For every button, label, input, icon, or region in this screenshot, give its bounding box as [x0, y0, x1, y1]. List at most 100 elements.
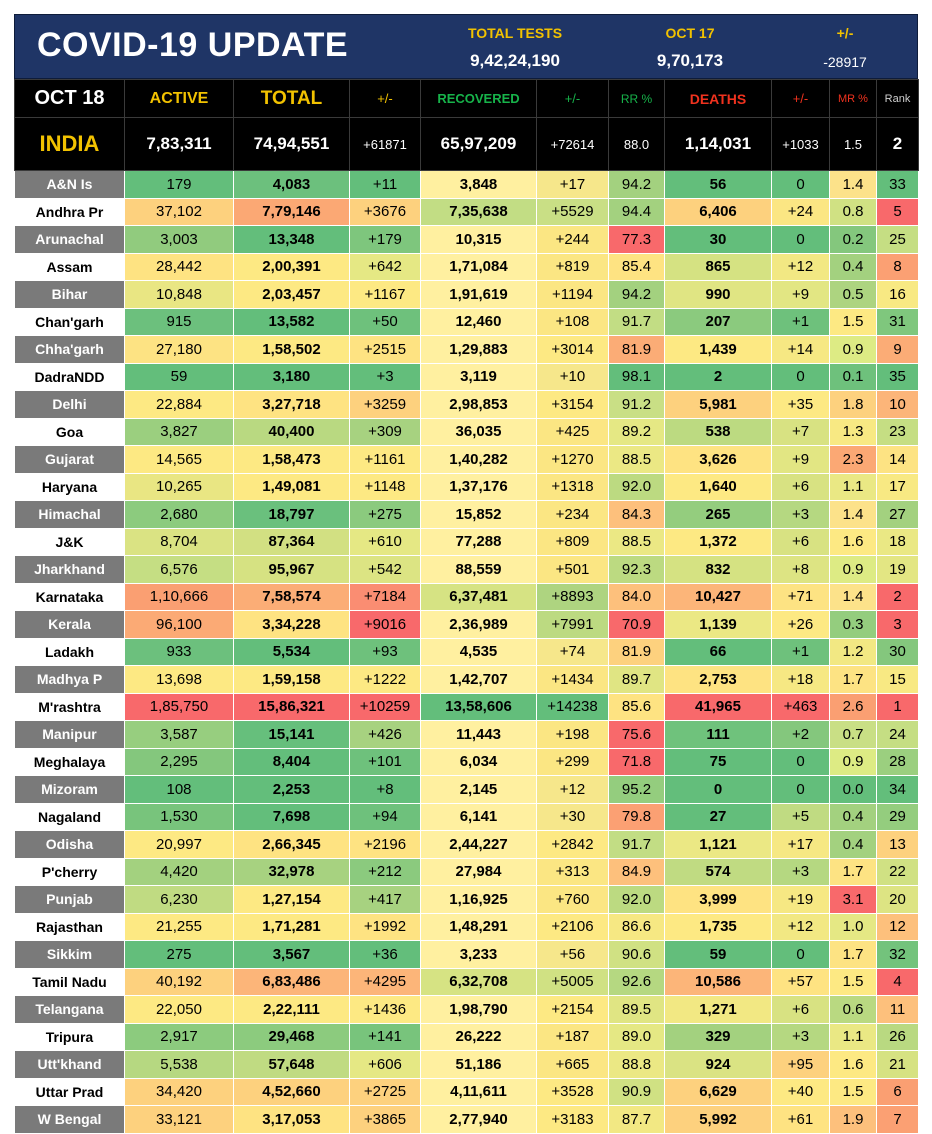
active-cell: 27,180 — [124, 335, 234, 364]
recovered-header: RECOVERED — [420, 79, 537, 118]
table-row: Manipur 3,587 15,141 +426 11,443 +198 75.6 111 +… — [14, 720, 919, 749]
rank-cell: 6 — [876, 1077, 919, 1106]
table-row: Bihar 10,848 2,03,457 +1167 1,91,619 +1194 94.… — [14, 280, 919, 309]
india-name: INDIA — [14, 117, 125, 171]
state-name: Delhi — [14, 390, 125, 419]
daily-tests-label: OCT 17 — [665, 25, 715, 41]
recovered-cell: 2,36,989 — [420, 610, 537, 639]
rank-cell: 18 — [876, 527, 919, 556]
active-cell: 915 — [124, 307, 234, 336]
recovered-delta-cell: +5529 — [536, 197, 609, 226]
rr-cell: 85.4 — [608, 252, 665, 281]
mr-cell: 1.3 — [829, 417, 877, 446]
table-row: Delhi 22,884 3,27,718 +3259 2,98,853 +3154 91.… — [14, 390, 919, 419]
india-recovered-delta: +72614 — [536, 117, 609, 171]
total-delta-cell: +10259 — [349, 692, 421, 721]
total-delta-cell: +3676 — [349, 197, 421, 226]
active-cell: 4,420 — [124, 857, 234, 886]
deaths-cell: 1,139 — [664, 610, 772, 639]
mr-cell: 0.1 — [829, 362, 877, 391]
recovered-cell: 26,222 — [420, 1022, 537, 1051]
total-delta-cell: +417 — [349, 885, 421, 914]
recovered-delta-cell: +5005 — [536, 967, 609, 996]
recovered-delta-cell: +74 — [536, 637, 609, 666]
state-name: M'rashtra — [14, 692, 125, 721]
rank-cell: 1 — [876, 692, 919, 721]
total-cell: 3,17,053 — [233, 1105, 350, 1134]
deaths-delta-cell: +1 — [771, 307, 830, 336]
total-delta-cell: +542 — [349, 555, 421, 584]
state-name: Himachal — [14, 500, 125, 529]
total-cell: 15,141 — [233, 720, 350, 749]
state-name: Haryana — [14, 472, 125, 501]
recovered-delta-cell: +299 — [536, 747, 609, 776]
total-cell: 15,86,321 — [233, 692, 350, 721]
mr-cell: 1.5 — [829, 967, 877, 996]
total-delta-cell: +212 — [349, 857, 421, 886]
recovered-cell: 1,91,619 — [420, 280, 537, 309]
table-row: Goa 3,827 40,400 +309 36,035 +425 89.2 538 +7 1.3… — [14, 417, 919, 446]
total-delta-cell: +642 — [349, 252, 421, 281]
recovered-cell: 51,186 — [420, 1050, 537, 1079]
recovered-cell: 2,44,227 — [420, 830, 537, 859]
tests-delta-label: +/- — [836, 25, 854, 41]
recovered-delta-cell: +3154 — [536, 390, 609, 419]
recovered-delta-cell: +3528 — [536, 1077, 609, 1106]
deaths-cell: 990 — [664, 280, 772, 309]
state-name: Telangana — [14, 995, 125, 1024]
total-cell: 18,797 — [233, 500, 350, 529]
recovered-cell: 2,98,853 — [420, 390, 537, 419]
rr-cell: 87.7 — [608, 1105, 665, 1134]
active-cell: 1,85,750 — [124, 692, 234, 721]
rank-cell: 17 — [876, 472, 919, 501]
table-row: Chan'garh 915 13,582 +50 12,460 +108 91.7 207 +1… — [14, 307, 919, 336]
rank-cell: 7 — [876, 1105, 919, 1134]
state-name: Gujarat — [14, 445, 125, 474]
rank-cell: 9 — [876, 335, 919, 364]
recovered-cell: 1,98,790 — [420, 995, 537, 1024]
recovered-cell: 1,37,176 — [420, 472, 537, 501]
recovered-delta-cell: +12 — [536, 775, 609, 804]
mr-cell: 1.6 — [829, 527, 877, 556]
recovered-delta-cell: +1270 — [536, 445, 609, 474]
recovered-delta-cell: +313 — [536, 857, 609, 886]
active-cell: 933 — [124, 637, 234, 666]
deaths-delta-cell: +8 — [771, 555, 830, 584]
recovered-delta-cell: +1318 — [536, 472, 609, 501]
deaths-delta-cell: +12 — [771, 912, 830, 941]
rank-cell: 10 — [876, 390, 919, 419]
recovered-delta-cell: +30 — [536, 802, 609, 831]
table-row: Tamil Nadu 40,192 6,83,486 +4295 6,32,708 +50… — [14, 967, 919, 996]
state-name: Bihar — [14, 280, 125, 309]
rr-cell: 85.6 — [608, 692, 665, 721]
active-cell: 8,704 — [124, 527, 234, 556]
deaths-delta-cell: +6 — [771, 472, 830, 501]
mr-cell: 1.5 — [829, 1077, 877, 1106]
mr-header: MR % — [829, 79, 877, 118]
total-cell: 4,52,660 — [233, 1077, 350, 1106]
rank-cell: 30 — [876, 637, 919, 666]
recovered-cell: 6,37,481 — [420, 582, 537, 611]
rr-cell: 81.9 — [608, 335, 665, 364]
active-cell: 96,100 — [124, 610, 234, 639]
deaths-delta-cell: +3 — [771, 1022, 830, 1051]
recovered-cell: 1,71,084 — [420, 252, 537, 281]
rr-cell: 89.2 — [608, 417, 665, 446]
deaths-delta-cell: +14 — [771, 335, 830, 364]
rr-cell: 90.6 — [608, 940, 665, 969]
table-row: Kerala 96,100 3,34,228 +9016 2,36,989 +7991 70… — [14, 610, 919, 639]
rr-cell: 89.0 — [608, 1022, 665, 1051]
total-cell: 29,468 — [233, 1022, 350, 1051]
rr-cell: 94.2 — [608, 170, 665, 199]
state-name: Tamil Nadu — [14, 967, 125, 996]
recovered-delta-cell: +187 — [536, 1022, 609, 1051]
total-header: TOTAL — [233, 79, 350, 118]
active-cell: 33,121 — [124, 1105, 234, 1134]
total-delta-cell: +1148 — [349, 472, 421, 501]
recovered-cell: 6,034 — [420, 747, 537, 776]
recovered-delta-cell: +14238 — [536, 692, 609, 721]
rr-cell: 81.9 — [608, 637, 665, 666]
deaths-delta-cell: +95 — [771, 1050, 830, 1079]
active-cell: 10,848 — [124, 280, 234, 309]
table-row: Tripura 2,917 29,468 +141 26,222 +187 89.0 329 +… — [14, 1022, 919, 1051]
